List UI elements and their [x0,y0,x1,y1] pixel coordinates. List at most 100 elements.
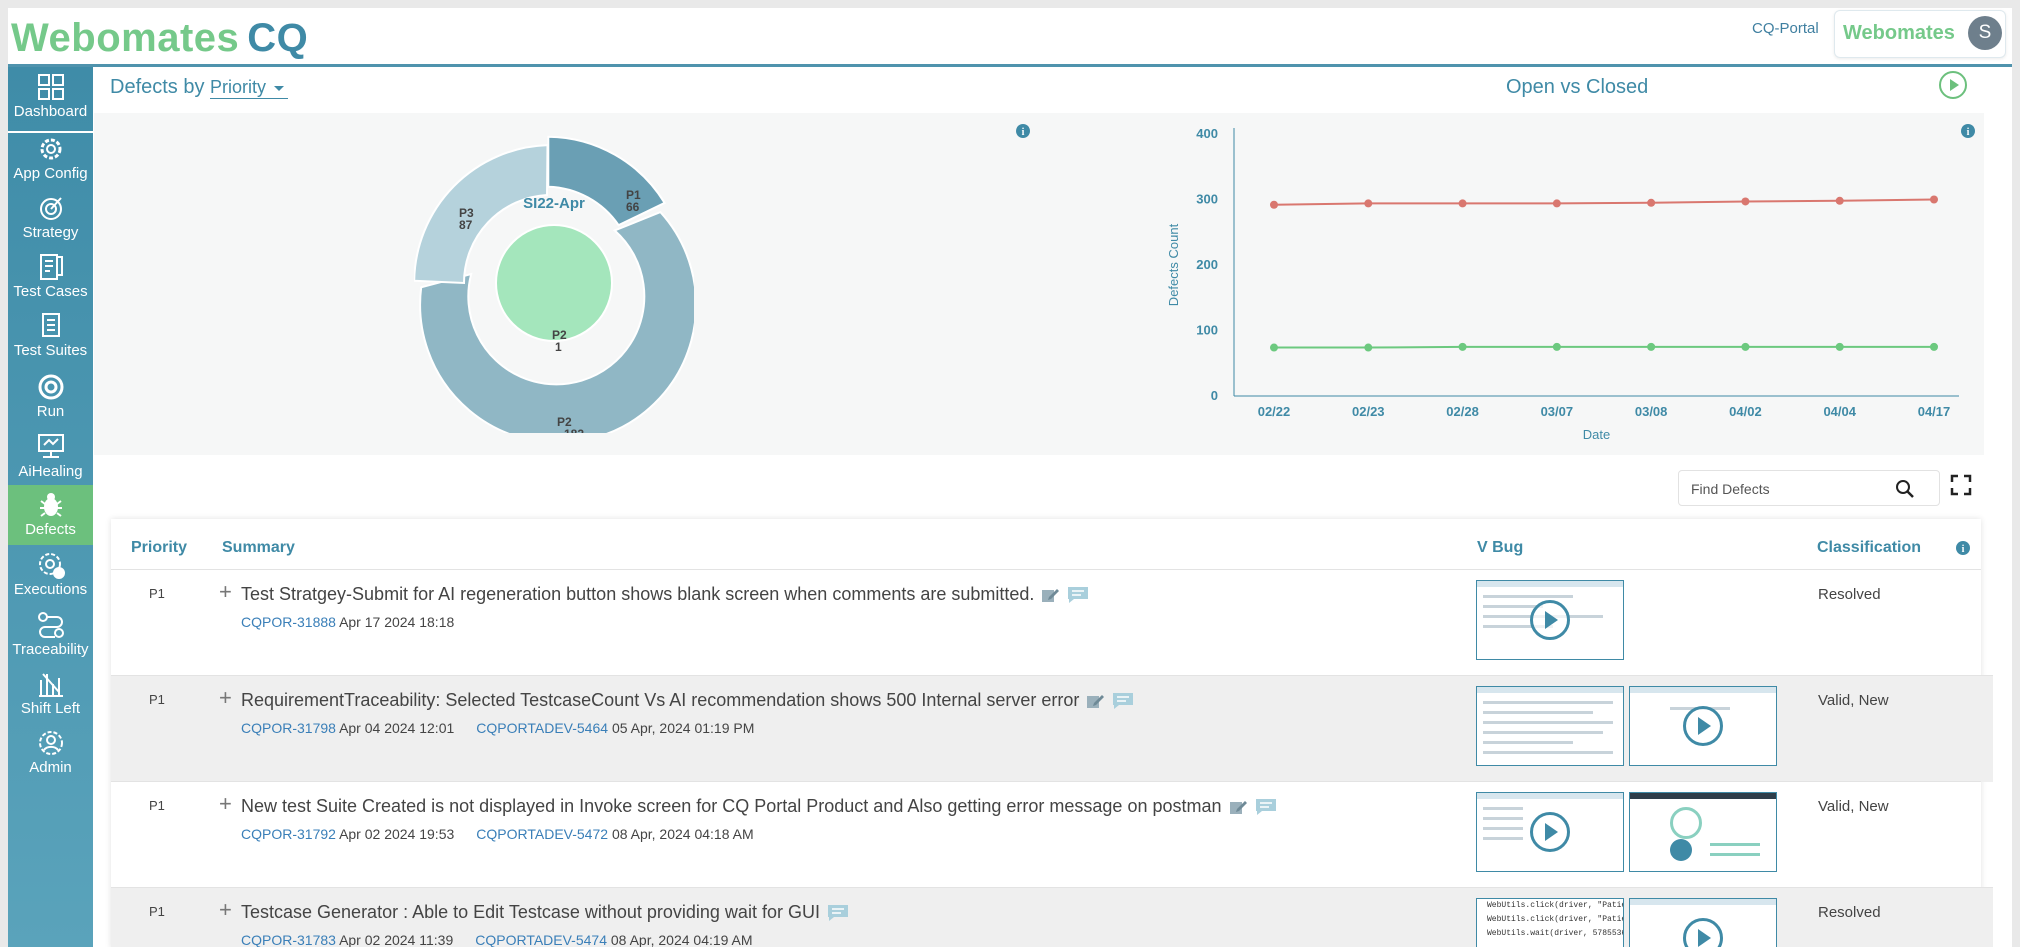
edit-note-icon[interactable] [1228,797,1248,817]
play-video-icon[interactable] [1530,600,1570,640]
sidebar-item-app-config[interactable]: App Config [8,129,93,187]
data-point[interactable] [1741,197,1750,206]
avatar[interactable]: S [1968,16,2002,50]
info-icon[interactable]: i [1016,124,1030,138]
video-bug-thumbnail[interactable] [1629,686,1777,766]
play-video-icon[interactable] [1530,812,1570,852]
comment-icon[interactable] [826,903,850,923]
table-row[interactable]: P1 + RequirementTraceability: Selected T… [111,675,1993,782]
video-bug-thumbnail[interactable]: WebUtils.click(driver, "Patient", "view … [1476,898,1624,947]
defect-date: Apr 02 2024 19:53 [339,826,455,842]
donut-slice-p3[interactable] [414,144,549,285]
donut-value-p2: 182 [564,427,584,433]
account-menu[interactable]: Webomates S [1834,10,2006,58]
app-logo[interactable]: Webomates CQ [11,16,308,61]
video-bug-thumbnail[interactable] [1629,898,1777,947]
table-row[interactable]: P1 + New test Suite Created is not displ… [111,781,1981,888]
data-point[interactable] [1647,198,1656,207]
inner-donut-slice-p2[interactable] [495,224,613,342]
comment-icon[interactable] [1066,585,1090,605]
sidebar-item-run[interactable]: Run [8,367,93,425]
data-point[interactable] [1835,196,1844,205]
row-meta: CQPOR-31792 Apr 02 2024 19:53 CQPORTADEV-… [241,826,754,842]
header-classification[interactable]: Classification [1817,539,1922,556]
defect-id-link[interactable]: CQPOR-31888 [241,614,336,630]
data-point[interactable] [1552,199,1561,208]
data-point[interactable] [1930,195,1938,204]
y-axis-label: Defects Count [1166,223,1181,306]
header-summary[interactable]: Summary [222,539,295,556]
play-video-icon[interactable] [1683,918,1723,947]
x-tick-label: 04/04 [1823,404,1856,419]
sidebar-item-label: Traceability [12,641,89,658]
data-point[interactable] [1835,342,1844,351]
sidebar-item-admin[interactable]: Admin [8,723,93,781]
expand-row-icon[interactable]: + [219,685,232,710]
priority-donut-chart: SI22-Apr P1 66 P3 87 P2 182 P2 1 [414,135,694,433]
charts-panel: i i SI22-Apr P1 66 P3 87 P2 182 P2 1 010… [94,113,1984,455]
header-priority[interactable]: Priority [131,539,188,556]
sidebar-item-traceability[interactable]: Traceability [8,605,93,663]
info-icon[interactable]: i [1961,124,1975,138]
fullscreen-icon[interactable] [1950,474,1972,496]
sidebar-item-executions[interactable]: Executions [8,545,93,603]
data-point[interactable] [1458,342,1467,351]
row-priority: P1 [149,692,165,707]
defect-id-link[interactable]: CQPOR-31792 [241,826,336,842]
sidebar-item-label: App Config [13,165,88,182]
header-vbug[interactable]: V Bug [1477,539,1524,556]
search-icon[interactable] [1895,479,1915,499]
expand-row-icon[interactable]: + [219,791,232,816]
table-row[interactable]: P1 + Testcase Generator : Able to Edit T… [111,887,1993,947]
edit-note-icon[interactable] [1040,585,1060,605]
video-bug-thumbnail[interactable] [1629,792,1777,872]
expand-row-icon[interactable]: + [219,579,232,604]
code-line: WebUtils.click(driver, "PatientDetails", [1487,915,1623,924]
defect-date: Apr 04 2024 12:01 [339,720,455,736]
data-point[interactable] [1647,342,1656,351]
video-bug-thumbnail[interactable] [1476,580,1624,660]
table-row[interactable]: P1 + Test Stratgey-Submit for AI regener… [111,569,1981,676]
edit-note-icon[interactable] [1085,691,1105,711]
sidebar-item-shift-left[interactable]: Shift Left [8,664,93,722]
defect-id-link[interactable]: CQPOR-31783 [241,932,336,947]
data-point[interactable] [1741,342,1750,351]
group-by-dropdown[interactable]: Priority [210,76,289,99]
dev-ticket-link[interactable]: CQPORTADEV-5474 [475,932,607,947]
comment-icon[interactable] [1111,691,1135,711]
data-point[interactable] [1270,343,1278,352]
video-bug-thumbnail[interactable] [1476,686,1624,766]
sidebar-item-test-suites[interactable]: Test Suites [8,306,93,364]
row-meta: CQPOR-31798 Apr 04 2024 12:01 CQPORTADEV-… [241,720,754,736]
row-meta: CQPOR-31888 Apr 17 2024 18:18 [241,614,454,630]
donut-slice-p2[interactable] [419,210,694,433]
sidebar-item-aihealing[interactable]: AiHealing [8,427,93,485]
defect-id-link[interactable]: CQPOR-31798 [241,720,336,736]
search-input[interactable] [1689,477,1893,501]
sidebar-item-defects[interactable]: Defects [8,485,93,545]
dev-ticket-link[interactable]: CQPORTADEV-5464 [476,720,609,736]
donut-slice-p1[interactable] [547,135,667,227]
sidebar-item-dashboard[interactable]: Dashboard [8,67,93,133]
data-point[interactable] [1458,199,1467,208]
sidebar-item-strategy[interactable]: Strategy [8,188,93,246]
video-bug-thumbnail[interactable] [1476,792,1624,872]
row-priority: P1 [149,798,165,813]
play-video-icon[interactable] [1683,706,1723,746]
play-icon[interactable] [1938,70,1968,100]
traceability-icon [37,612,64,638]
info-icon[interactable]: i [1956,541,1970,555]
dev-ticket-link[interactable]: CQPORTADEV-5472 [476,826,609,842]
sidebar-item-test-cases[interactable]: Test Cases [8,247,93,305]
find-defects-search[interactable] [1678,470,1940,506]
cq-portal-link[interactable]: CQ-Portal [1752,20,1819,37]
data-point[interactable] [1364,343,1373,352]
expand-row-icon[interactable]: + [219,897,232,922]
inner-label-p2: P2 [552,328,567,342]
comment-icon[interactable] [1254,797,1278,817]
logo-cq-text: CQ [247,16,309,60]
data-point[interactable] [1930,342,1938,351]
data-point[interactable] [1364,199,1373,208]
data-point[interactable] [1552,342,1561,351]
data-point[interactable] [1270,200,1278,209]
